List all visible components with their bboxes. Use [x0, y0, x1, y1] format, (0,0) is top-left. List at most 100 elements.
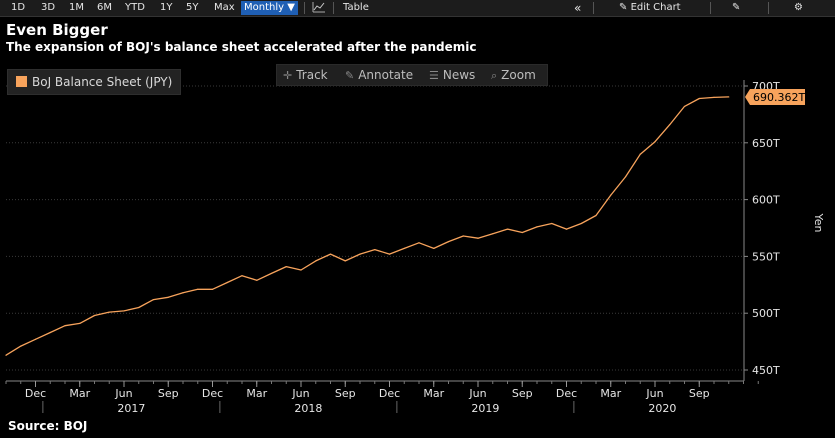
range-6m-button[interactable]: 6M	[97, 2, 112, 13]
data-point	[639, 153, 641, 155]
data-point	[152, 298, 155, 301]
series-layer	[5, 96, 730, 356]
chart-subtitle: The expansion of BOJ's balance sheet acc…	[6, 40, 477, 54]
data-point	[713, 96, 715, 98]
y-tick-label: 450T	[752, 364, 780, 377]
annotate-button[interactable]: ✎ Annotate	[345, 65, 413, 85]
legend-label: BoJ Balance Sheet (JPY)	[32, 75, 173, 89]
range-1y-button[interactable]: 1Y	[160, 2, 173, 13]
data-point	[93, 314, 96, 317]
edit-square-icon[interactable]: ✎	[732, 2, 741, 13]
year-label: 2017	[117, 402, 145, 415]
data-point	[34, 338, 37, 340]
data-point	[226, 281, 228, 284]
x-tick-label: Sep	[512, 387, 533, 400]
legend-swatch	[16, 76, 27, 87]
chart-toolbar: 1D 3D 1M 6M YTD 1Y 5Y Max Monthly ▼ Tabl…	[0, 0, 835, 17]
data-point	[300, 269, 302, 271]
data-point	[565, 228, 568, 230]
x-tick-label: Mar	[69, 387, 90, 400]
x-tick-label: Sep	[689, 387, 710, 400]
last-value-badge-bg	[745, 88, 805, 105]
toolbar-divider	[333, 2, 334, 14]
range-max-button[interactable]: Max	[214, 2, 235, 13]
data-point	[182, 292, 184, 294]
data-point	[551, 222, 553, 225]
gear-icon[interactable]: ⚙	[794, 2, 803, 13]
data-point	[403, 247, 405, 250]
chart-tools-bar: ✛ Track ✎ Annotate ☰ News ⌕ Zoom	[276, 64, 548, 86]
data-point	[270, 272, 273, 275]
x-tick-label: Dec	[556, 387, 577, 400]
x-tick-label: Jun	[645, 387, 663, 400]
data-point	[462, 235, 464, 237]
data-point	[698, 97, 700, 100]
track-button[interactable]: ✛ Track	[283, 65, 328, 85]
source-note: Source: BOJ	[8, 419, 88, 433]
table-button[interactable]: Table	[343, 2, 369, 13]
data-point	[108, 311, 110, 313]
data-point	[418, 242, 420, 244]
year-label: 2020	[648, 402, 676, 415]
data-point	[683, 105, 686, 108]
data-point	[5, 354, 7, 356]
data-point	[167, 296, 169, 298]
toolbar-divider	[593, 2, 594, 14]
range-3d-button[interactable]: 3D	[41, 2, 56, 13]
track-label: Track	[296, 68, 328, 82]
x-tick-label: Jun	[114, 387, 132, 400]
data-point	[492, 233, 494, 235]
series-line-boj-balance-sheet	[5, 96, 729, 356]
data-point	[20, 345, 22, 347]
data-point	[64, 325, 66, 327]
x-tick-label: Mar	[600, 387, 621, 400]
annotate-label: Annotate	[358, 68, 414, 82]
double-chevron-left-icon[interactable]: «	[574, 1, 582, 15]
last-value-badge: 690.362T	[745, 88, 805, 105]
range-1d-button[interactable]: 1D	[11, 2, 26, 13]
x-tick-label: Mar	[423, 387, 444, 400]
y-axis-title: Yen	[812, 213, 825, 233]
x-tick-label: Sep	[158, 387, 179, 400]
data-point	[624, 176, 627, 178]
data-point	[329, 253, 332, 255]
x-tick-label: Sep	[335, 387, 356, 400]
line-chart-icon[interactable]	[309, 1, 329, 15]
data-point	[241, 275, 243, 277]
data-point	[728, 96, 730, 98]
data-point	[447, 241, 450, 243]
data-point	[654, 141, 656, 143]
data-point	[595, 214, 597, 217]
range-ytd-button[interactable]: YTD	[125, 2, 145, 13]
data-point	[123, 310, 125, 312]
x-tick-label: Dec	[379, 387, 400, 400]
x-tick-label: Jun	[291, 387, 309, 400]
zoom-icon: ⌕	[491, 69, 498, 82]
x-tick-label: Dec	[202, 387, 223, 400]
y-tick-label: 500T	[752, 307, 780, 320]
frequency-dropdown[interactable]: Monthly ▼	[241, 1, 298, 15]
data-point	[536, 226, 538, 228]
data-point	[477, 237, 479, 239]
data-point	[79, 322, 81, 325]
legend[interactable]: BoJ Balance Sheet (JPY)	[7, 69, 182, 95]
data-point	[211, 288, 214, 290]
toolbar-divider	[304, 2, 305, 14]
data-point	[359, 253, 361, 255]
range-1m-button[interactable]: 1M	[69, 2, 84, 13]
data-point	[388, 253, 391, 255]
x-tick-label: Dec	[25, 387, 46, 400]
data-point	[197, 288, 199, 290]
data-point	[49, 331, 51, 334]
news-label: News	[442, 68, 476, 82]
data-point	[433, 247, 435, 250]
range-5y-button[interactable]: 5Y	[186, 2, 199, 13]
data-point	[506, 228, 509, 230]
edit-chart-button[interactable]: ✎ Edit Chart	[616, 1, 684, 15]
crosshair-icon: ✛	[283, 69, 293, 82]
toolbar-divider	[710, 2, 711, 14]
zoom-button[interactable]: ⌕ Zoom	[491, 65, 536, 85]
news-button[interactable]: ☰ News	[429, 65, 475, 85]
